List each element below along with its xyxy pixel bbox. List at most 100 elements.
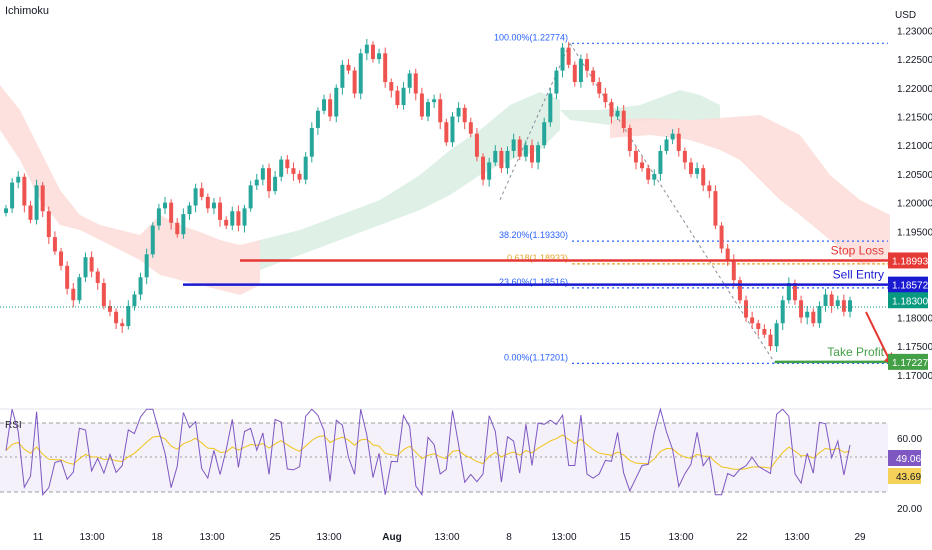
candle-body bbox=[248, 185, 253, 209]
candle-body bbox=[169, 202, 174, 223]
candle-body bbox=[114, 311, 119, 324]
price-axis[interactable]: USD 1.23000 1.22500 1.22000 1.21500 1.21000 1… bbox=[895, 10, 932, 382]
candle-body bbox=[193, 188, 198, 206]
time-tick: Aug bbox=[382, 532, 401, 543]
candle-body bbox=[682, 150, 687, 163]
time-tick: 11 bbox=[33, 532, 44, 543]
candle-body bbox=[841, 300, 846, 312]
trade-level-tag bbox=[888, 353, 928, 370]
candle-body bbox=[707, 185, 712, 192]
ichimoku-cloud-red-right bbox=[610, 115, 890, 265]
candle-body bbox=[646, 168, 651, 180]
candle-body bbox=[89, 257, 94, 272]
candle-body bbox=[536, 145, 541, 163]
fib-level-label: 23.60%(1.18516) bbox=[499, 277, 568, 287]
rsi-ma-text: 43.69 bbox=[896, 472, 921, 483]
candle-body bbox=[523, 145, 528, 157]
candle-body bbox=[426, 102, 430, 117]
time-tick: 22 bbox=[736, 532, 748, 543]
candle-body bbox=[163, 202, 168, 209]
candle-body bbox=[95, 271, 100, 284]
candle-body bbox=[28, 205, 33, 220]
candle-body bbox=[786, 283, 791, 301]
candle-body bbox=[750, 317, 755, 324]
candle-body bbox=[805, 311, 810, 318]
candle-body bbox=[401, 87, 406, 106]
candle-body bbox=[370, 44, 375, 60]
candle-body bbox=[224, 219, 229, 226]
candle-body bbox=[395, 90, 400, 106]
candle-body bbox=[652, 173, 657, 180]
candle-body bbox=[407, 73, 412, 88]
candle-body bbox=[468, 122, 473, 134]
price-tick: 1.21500 bbox=[897, 112, 932, 123]
candle-body bbox=[817, 305, 822, 324]
time-tick: 13:00 bbox=[434, 532, 459, 543]
candle-body bbox=[591, 70, 596, 83]
time-tick: 13:00 bbox=[79, 532, 104, 543]
candle-body bbox=[107, 305, 112, 312]
candle-body bbox=[242, 208, 247, 226]
candle-body bbox=[603, 93, 608, 103]
ichimoku-cloud-red-left bbox=[0, 85, 260, 295]
trade-levels[interactable]: Stop Loss Sell Entry Take Profit bbox=[183, 243, 888, 364]
current-price-tag bbox=[888, 292, 928, 309]
price-tick: 1.22000 bbox=[897, 84, 932, 95]
rsi-pane[interactable]: RSI 60.00 20.00 49.06 43.69 bbox=[0, 407, 922, 515]
candle-body bbox=[756, 323, 761, 329]
candle-body bbox=[156, 208, 161, 226]
fib-level-label: 0.618(1.18933) bbox=[507, 253, 568, 263]
candle-body bbox=[266, 168, 271, 192]
candle-body bbox=[285, 159, 290, 169]
candle-body bbox=[273, 176, 278, 192]
candle-body bbox=[554, 70, 559, 94]
candle-body bbox=[279, 159, 284, 177]
candle-body bbox=[175, 222, 180, 235]
fib-level-label: 38.20%(1.19330) bbox=[499, 230, 568, 240]
candle-body bbox=[829, 294, 834, 306]
candle-body bbox=[83, 257, 88, 278]
candle-body bbox=[132, 294, 137, 306]
price-tick: 1.21000 bbox=[897, 141, 932, 152]
trade-level-label: Sell Entry bbox=[833, 268, 884, 282]
candle-body bbox=[572, 64, 577, 83]
time-tick: 13:00 bbox=[784, 532, 809, 543]
candle-body bbox=[597, 82, 602, 94]
time-axis[interactable]: 11 13:00 18 13:00 25 13:00 Aug 13:00 8 13:00 15 13:… bbox=[33, 532, 866, 543]
candle-body bbox=[389, 82, 394, 91]
trade-level-tag bbox=[888, 276, 928, 293]
rsi-tick-20: 20.00 bbox=[897, 504, 922, 515]
candle-body bbox=[205, 196, 210, 209]
time-tick: 29 bbox=[854, 532, 866, 543]
trade-level-label: Stop Loss bbox=[831, 243, 884, 257]
candle-body bbox=[377, 53, 382, 60]
candle-body bbox=[22, 176, 27, 206]
indicator-label[interactable]: Ichimoku bbox=[5, 5, 49, 17]
candle-body bbox=[744, 300, 749, 318]
trade-level-tag-text: 1.18993 bbox=[892, 256, 929, 267]
candle-body bbox=[719, 225, 724, 249]
candle-body bbox=[811, 311, 816, 324]
candle-body bbox=[529, 145, 534, 163]
candle-body bbox=[731, 260, 736, 281]
candle-body bbox=[16, 176, 21, 183]
candle-body bbox=[633, 150, 638, 163]
candle-body bbox=[664, 139, 669, 151]
candle-body bbox=[291, 168, 296, 174]
candle-body bbox=[780, 300, 785, 324]
candle-body bbox=[768, 334, 773, 347]
candle-body bbox=[438, 99, 443, 123]
candle-body bbox=[585, 59, 590, 71]
candle-body bbox=[511, 139, 516, 151]
candle-body bbox=[499, 150, 504, 169]
fibonacci-retracement[interactable]: 100.00%(1.22774) 38.20%(1.19330) 0.618(1.1… bbox=[494, 32, 888, 364]
candle-body bbox=[792, 283, 797, 301]
rsi-label: RSI bbox=[5, 420, 22, 431]
candle-body bbox=[799, 300, 804, 318]
price-tags: 1.18993 1.18572 1.17227 1.18300 bbox=[888, 252, 929, 370]
candle-body bbox=[315, 110, 320, 128]
candle-body bbox=[34, 185, 39, 220]
candle-body bbox=[309, 127, 314, 157]
candle-body bbox=[4, 208, 8, 213]
